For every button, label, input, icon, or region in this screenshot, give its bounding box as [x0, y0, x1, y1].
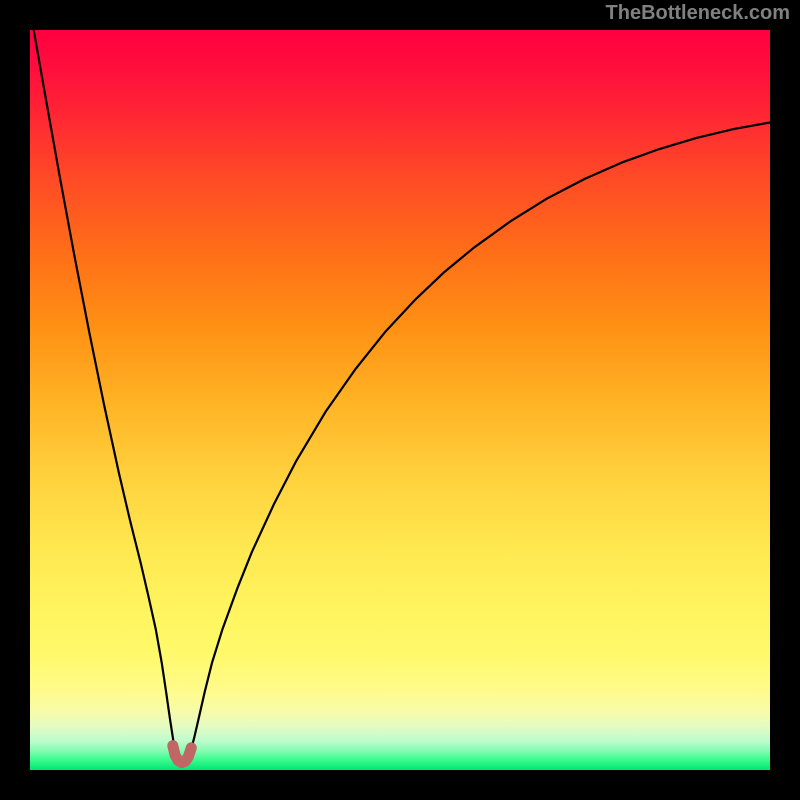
chart-svg: [30, 30, 770, 770]
chart-container: TheBottleneck.com: [0, 0, 800, 800]
watermark-text: TheBottleneck.com: [606, 2, 790, 25]
gradient-background: [30, 30, 770, 770]
plot-area: [30, 30, 770, 770]
